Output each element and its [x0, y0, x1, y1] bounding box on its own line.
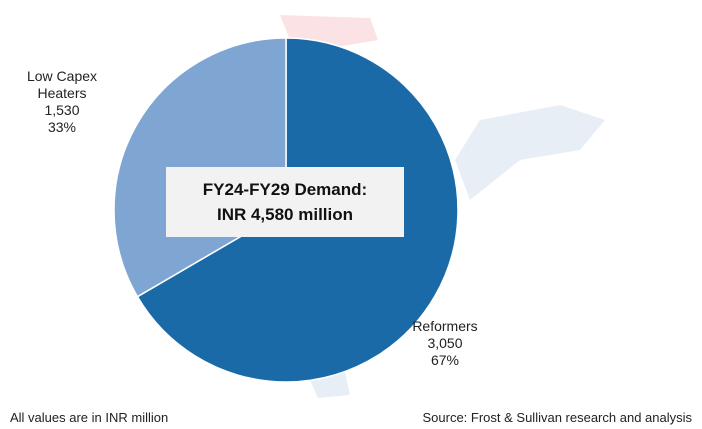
value-label: 1,530: [44, 102, 80, 118]
category-label: Low Capex Heaters: [26, 68, 98, 101]
center-label: FY24-FY29 Demand: INR 4,580 million: [166, 167, 404, 237]
percent-label: 33%: [47, 119, 77, 135]
slice-label: Reformers 3,050 67%: [395, 318, 495, 369]
category-label: Reformers: [412, 318, 478, 334]
slice-label: Low Capex Heaters 1,530 33%: [12, 68, 112, 136]
value-label: 3,050: [427, 335, 463, 351]
percent-label: 67%: [430, 352, 460, 368]
footnote: All values are in INR million: [10, 410, 169, 425]
center-line: FY24-FY29 Demand:: [202, 180, 368, 199]
source: Source: Frost & Sullivan research and an…: [422, 410, 692, 425]
center-line: INR 4,580 million: [216, 205, 354, 224]
map-background: [455, 105, 605, 200]
